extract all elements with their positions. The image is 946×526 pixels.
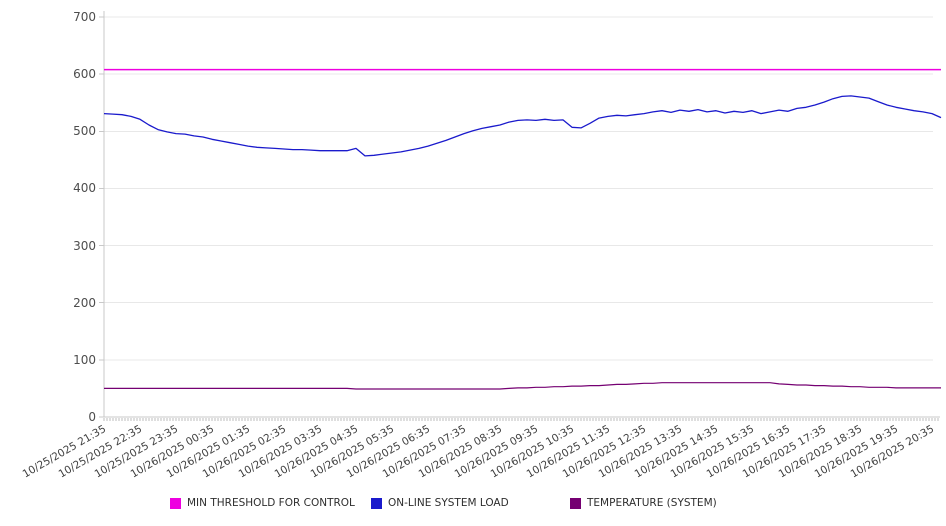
legend-swatch-icon [170,497,181,509]
y-tick-label: 400 [73,181,96,196]
legend-label: MIN THRESHOLD FOR CONTROL [187,497,355,509]
y-tick-label: 700 [73,10,96,24]
legend-item-1[interactable]: ON-LINE SYSTEM LOAD [371,497,509,509]
legend-swatch-icon [371,497,382,509]
legend-label: ON-LINE SYSTEM LOAD [388,497,509,509]
y-tick-label: 100 [73,352,96,367]
y-tick-label: 600 [73,67,96,82]
y-tick-label: 200 [73,295,96,310]
y-tick-label: 500 [73,124,96,139]
series-line-1 [103,95,942,157]
legend-item-0[interactable]: MIN THRESHOLD FOR CONTROL [170,497,355,509]
legend-item-2[interactable]: TEMPERATURE (SYSTEM) [570,497,717,509]
series-line-2 [104,382,941,390]
y-tick-label: 300 [73,238,96,253]
legend-swatch-icon [570,497,581,509]
legend-label: TEMPERATURE (SYSTEM) [587,497,717,509]
y-tick-label: 0 [88,410,96,424]
